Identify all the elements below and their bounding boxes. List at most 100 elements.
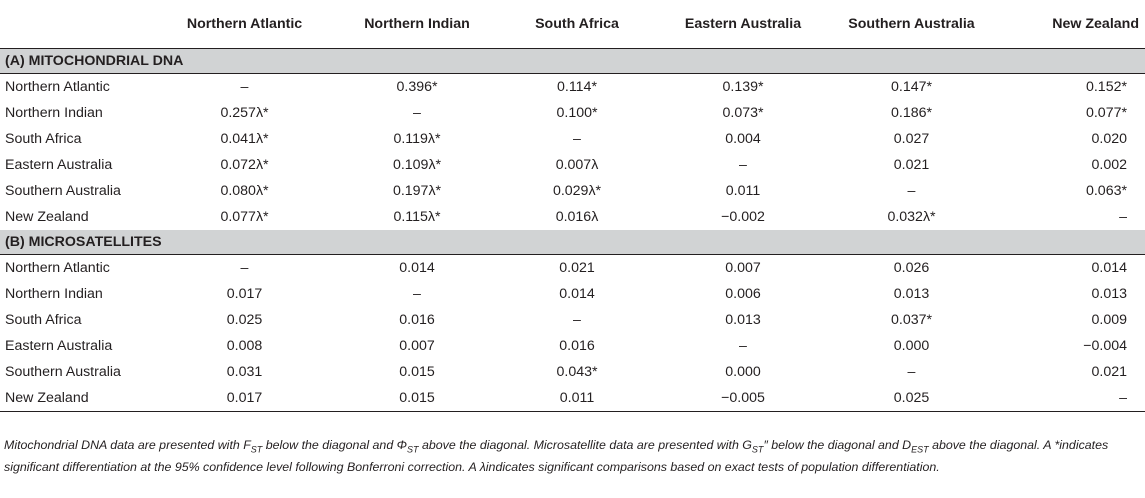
- table-cell: 0.027: [893, 131, 930, 147]
- table-cell: 0.011: [725, 183, 761, 199]
- table-cell: 0.014: [399, 260, 435, 276]
- row-label: Northern Atlantic: [5, 79, 110, 95]
- table-row: New Zealand 0.077λ* 0.115λ* 0.016λ −0.002 0.0…: [0, 204, 1145, 230]
- table-row: South Africa 0.025 0.016 – 0.013 0.037* 0.009: [0, 307, 1145, 333]
- table-cell: −0.004: [1083, 338, 1127, 354]
- footnote-text: Mitochondrial DNA data are presented wit…: [4, 438, 251, 452]
- table-cell: 0.017: [152, 385, 337, 412]
- table-cell: –: [240, 79, 249, 95]
- table-cell: –: [413, 105, 421, 121]
- table-row: New Zealand 0.017 0.015 0.011 −0.005 0.025–: [0, 385, 1145, 412]
- table-cell: 0.043*: [556, 364, 598, 380]
- row-label: New Zealand: [5, 209, 89, 225]
- table-cell: 0.073*: [722, 105, 764, 121]
- table-cell: 0.063*: [1085, 183, 1127, 199]
- table-row: Northern Indian 0.257λ* – 0.100* 0.073* 0.186…: [0, 100, 1145, 126]
- table-cell: −0.002: [721, 209, 765, 225]
- footnote-subscript: EST: [911, 444, 929, 455]
- column-header: New Zealand: [994, 0, 1145, 49]
- table-cell: 0.016: [399, 312, 435, 328]
- table-cell: 0.026: [893, 260, 930, 276]
- table-cell: –: [413, 286, 421, 302]
- table-cell: 0.021: [559, 260, 595, 276]
- row-label: Southern Australia: [5, 183, 121, 199]
- column-header: Northern Indian: [337, 0, 497, 49]
- table-cell: 0.021: [893, 157, 930, 173]
- column-header: Eastern Australia: [657, 0, 829, 49]
- section-header-row: (B) MICROSATELLITES: [0, 230, 1145, 255]
- table-cell: –: [907, 364, 916, 380]
- row-label: Eastern Australia: [5, 157, 113, 173]
- section-title: (B) MICROSATELLITES: [0, 230, 1145, 255]
- footnote-text: above the diagonal. Microsatellite data …: [418, 438, 752, 452]
- table-cell: 0.013: [893, 286, 930, 302]
- table-cell: 0.008: [226, 338, 263, 354]
- table-cell: 0.007: [399, 338, 435, 354]
- table-cell: 0.396*: [396, 79, 438, 95]
- table-cell: 0.006: [725, 286, 761, 302]
- table-row: Northern Indian 0.017 – 0.014 0.006 0.013 0.01…: [0, 281, 1145, 307]
- table-cell: 0.013: [725, 312, 761, 328]
- table-cell: 0.025: [829, 385, 994, 412]
- row-label: New Zealand: [0, 385, 152, 412]
- table-cell: 0.014: [1091, 260, 1127, 276]
- table-cell: 0.016λ: [555, 209, 599, 225]
- table-cell: –: [739, 157, 747, 173]
- table-cell: 0.029λ*: [552, 183, 602, 199]
- table-cell: –: [573, 131, 581, 147]
- footnote-text: above the diagonal. A *indicates signifi…: [4, 438, 1109, 475]
- table-cell: 0.000: [893, 338, 930, 354]
- table-cell: 0.002: [1091, 157, 1127, 173]
- table-cell: 0.015: [337, 385, 497, 412]
- table-row: Northern Atlantic – 0.014 0.021 0.007 0.026 0.…: [0, 255, 1145, 282]
- table-cell: 0.016: [559, 338, 595, 354]
- row-label: Northern Indian: [5, 286, 103, 302]
- table-cell: 0.014: [559, 286, 595, 302]
- table-cell: 0.009: [1091, 312, 1127, 328]
- footnote-text: ″ below the diagonal and D: [763, 438, 912, 452]
- row-label: Southern Australia: [5, 364, 121, 380]
- table-cell: −0.005: [657, 385, 829, 412]
- table-row: South Africa 0.041λ* 0.119λ* – 0.004 0.027 0.0…: [0, 126, 1145, 152]
- table-cell: 0.032λ*: [887, 209, 936, 225]
- table-cell: 0.152*: [1085, 79, 1127, 95]
- footnote-subscript: ST: [407, 444, 419, 455]
- footnote-text: below the diagonal and Φ: [262, 438, 408, 452]
- table-cell: 0.080λ*: [220, 183, 269, 199]
- table-row: Southern Australia 0.080λ* 0.197λ* 0.029λ* 0…: [0, 178, 1145, 204]
- table-cell: 0.114*: [557, 79, 597, 95]
- table-cell: –: [1119, 209, 1127, 225]
- column-header: [0, 0, 152, 49]
- table-cell: 0.020: [1091, 131, 1127, 147]
- row-label: Eastern Australia: [5, 338, 113, 354]
- table-cell: 0.109λ*: [392, 157, 442, 173]
- table-cell: 0.115λ*: [393, 209, 441, 225]
- row-label: South Africa: [5, 312, 82, 328]
- section-header-row: (A) MITOCHONDRIAL DNA: [0, 48, 1145, 74]
- table-cell: 0.119λ*: [393, 131, 441, 147]
- table-cell: 0.015: [399, 364, 435, 380]
- section-title: (A) MITOCHONDRIAL DNA: [0, 48, 1145, 74]
- footnote-subscript: ST: [250, 444, 263, 455]
- table-cell: 0.077λ*: [220, 209, 269, 225]
- header-row: Northern Atlantic Northern Indian South …: [0, 0, 1145, 49]
- table-footnote: Mitochondrial DNA data are presented wit…: [4, 436, 1140, 476]
- table-cell: –: [739, 338, 747, 354]
- table-cell: 0.007: [725, 260, 761, 276]
- table-cell: 0.100*: [556, 105, 598, 121]
- table-cell: 0.017: [226, 286, 263, 302]
- table-cell: 0.037*: [890, 312, 933, 328]
- table-row: Eastern Australia 0.072λ* 0.109λ* 0.007λ – 0.…: [0, 152, 1145, 178]
- table-cell: 0.031: [226, 364, 263, 380]
- table-cell: 0.077*: [1085, 105, 1127, 121]
- table-cell: 0.025: [226, 312, 263, 328]
- table-cell: 0.186*: [890, 105, 933, 121]
- table-cell: 0.011: [497, 385, 657, 412]
- column-header: Northern Atlantic: [152, 0, 337, 49]
- table-cell: –: [994, 385, 1145, 412]
- table-cell: 0.072λ*: [220, 157, 269, 173]
- row-label: South Africa: [5, 131, 82, 147]
- table-row: Eastern Australia 0.008 0.007 0.016 – 0.000 −0…: [0, 333, 1145, 359]
- row-label: Northern Indian: [5, 105, 103, 121]
